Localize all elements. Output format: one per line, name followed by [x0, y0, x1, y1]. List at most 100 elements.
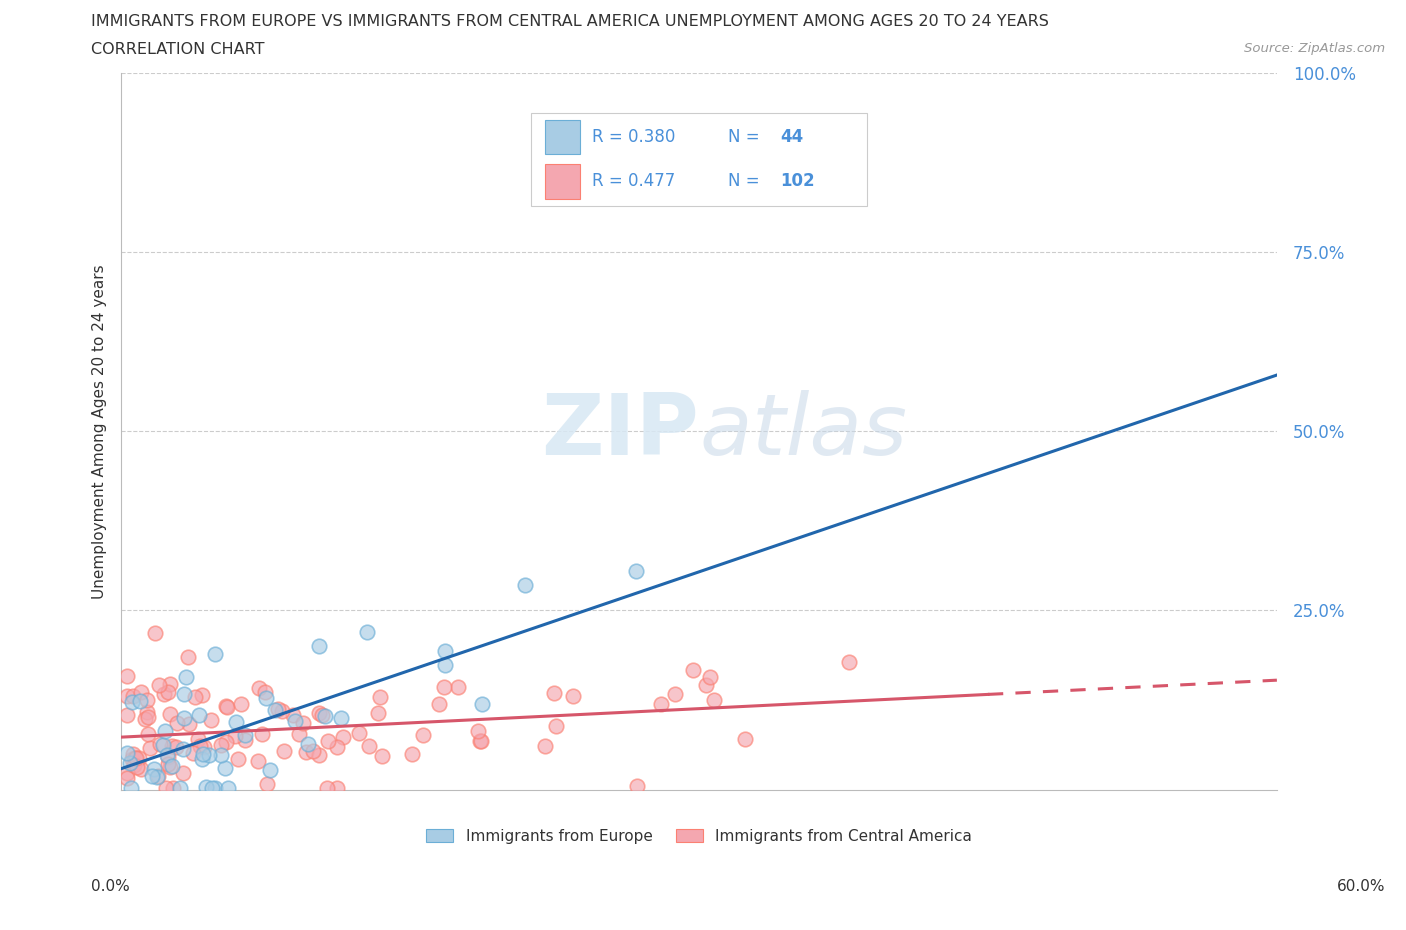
Point — [143, 626, 166, 641]
Point — [371, 748, 394, 763]
Text: N =: N = — [728, 172, 765, 191]
Point — [271, 704, 294, 719]
Point — [157, 750, 180, 764]
Point — [332, 730, 354, 745]
Point — [173, 686, 195, 701]
Text: N =: N = — [728, 128, 765, 146]
Point — [699, 670, 721, 684]
Point — [128, 751, 150, 765]
Point — [159, 676, 181, 691]
Point — [259, 762, 281, 777]
Point — [124, 757, 146, 772]
Point — [191, 747, 214, 762]
Point — [191, 751, 214, 766]
Point — [120, 780, 142, 795]
Point — [135, 692, 157, 707]
Point — [195, 779, 218, 794]
Point — [121, 751, 143, 766]
Point — [357, 738, 380, 753]
FancyBboxPatch shape — [531, 113, 866, 206]
Point — [181, 746, 204, 761]
Point — [247, 754, 270, 769]
Point — [650, 697, 672, 711]
Point — [156, 757, 179, 772]
Point — [179, 716, 201, 731]
Point — [188, 707, 211, 722]
Point — [534, 738, 557, 753]
Point — [326, 780, 349, 795]
Point — [172, 742, 194, 757]
Text: atlas: atlas — [699, 390, 907, 472]
Point — [191, 688, 214, 703]
Point — [433, 680, 456, 695]
Point — [193, 739, 215, 754]
Point — [115, 770, 138, 785]
Point — [254, 684, 277, 699]
Point — [401, 746, 423, 761]
Point — [561, 688, 583, 703]
Point — [302, 744, 325, 759]
Point — [434, 644, 457, 658]
Text: Source: ZipAtlas.com: Source: ZipAtlas.com — [1244, 42, 1385, 55]
Point — [166, 716, 188, 731]
Point — [121, 695, 143, 710]
Legend: Immigrants from Europe, Immigrants from Central America: Immigrants from Europe, Immigrants from … — [420, 823, 979, 850]
Point — [145, 770, 167, 785]
Point — [626, 778, 648, 793]
Text: IMMIGRANTS FROM EUROPE VS IMMIGRANTS FROM CENTRAL AMERICA UNEMPLOYMENT AMONG AGE: IMMIGRANTS FROM EUROPE VS IMMIGRANTS FRO… — [91, 14, 1049, 29]
Point — [153, 687, 176, 702]
Point — [329, 711, 352, 725]
Point — [283, 708, 305, 723]
Point — [433, 658, 456, 672]
Point — [165, 739, 187, 754]
Point — [141, 769, 163, 784]
Text: R = 0.380: R = 0.380 — [592, 128, 675, 146]
Point — [129, 762, 152, 777]
Point — [256, 777, 278, 791]
FancyBboxPatch shape — [546, 164, 581, 198]
Point — [124, 751, 146, 765]
Point — [467, 724, 489, 738]
Point — [127, 759, 149, 774]
Point — [172, 765, 194, 780]
Point — [156, 748, 179, 763]
Point — [326, 739, 349, 754]
Point — [115, 669, 138, 684]
Text: R = 0.477: R = 0.477 — [592, 172, 675, 191]
Point — [368, 689, 391, 704]
Point — [155, 780, 177, 795]
Point — [229, 697, 252, 711]
Point — [204, 646, 226, 661]
Text: ZIP: ZIP — [541, 390, 699, 472]
Point — [215, 699, 238, 714]
Point — [204, 780, 226, 795]
Point — [412, 727, 434, 742]
Point — [160, 758, 183, 773]
Point — [129, 694, 152, 709]
Point — [624, 564, 647, 578]
Point — [233, 733, 256, 748]
Point — [149, 737, 172, 751]
Text: 60.0%: 60.0% — [1337, 879, 1385, 894]
Point — [292, 715, 315, 730]
Point — [544, 719, 567, 734]
Point — [217, 699, 239, 714]
Point — [703, 693, 725, 708]
Point — [471, 697, 494, 711]
Point — [447, 680, 470, 695]
Point — [201, 780, 224, 795]
Point — [120, 755, 142, 770]
Point — [115, 765, 138, 780]
Point — [273, 743, 295, 758]
Point — [187, 732, 209, 747]
Point — [297, 737, 319, 751]
Point — [695, 678, 717, 693]
Point — [427, 698, 450, 712]
Point — [200, 712, 222, 727]
Y-axis label: Unemployment Among Ages 20 to 24 years: Unemployment Among Ages 20 to 24 years — [93, 264, 107, 599]
Point — [263, 703, 285, 718]
Point — [367, 706, 389, 721]
Point — [226, 751, 249, 766]
Point — [664, 686, 686, 701]
Point — [217, 780, 239, 795]
